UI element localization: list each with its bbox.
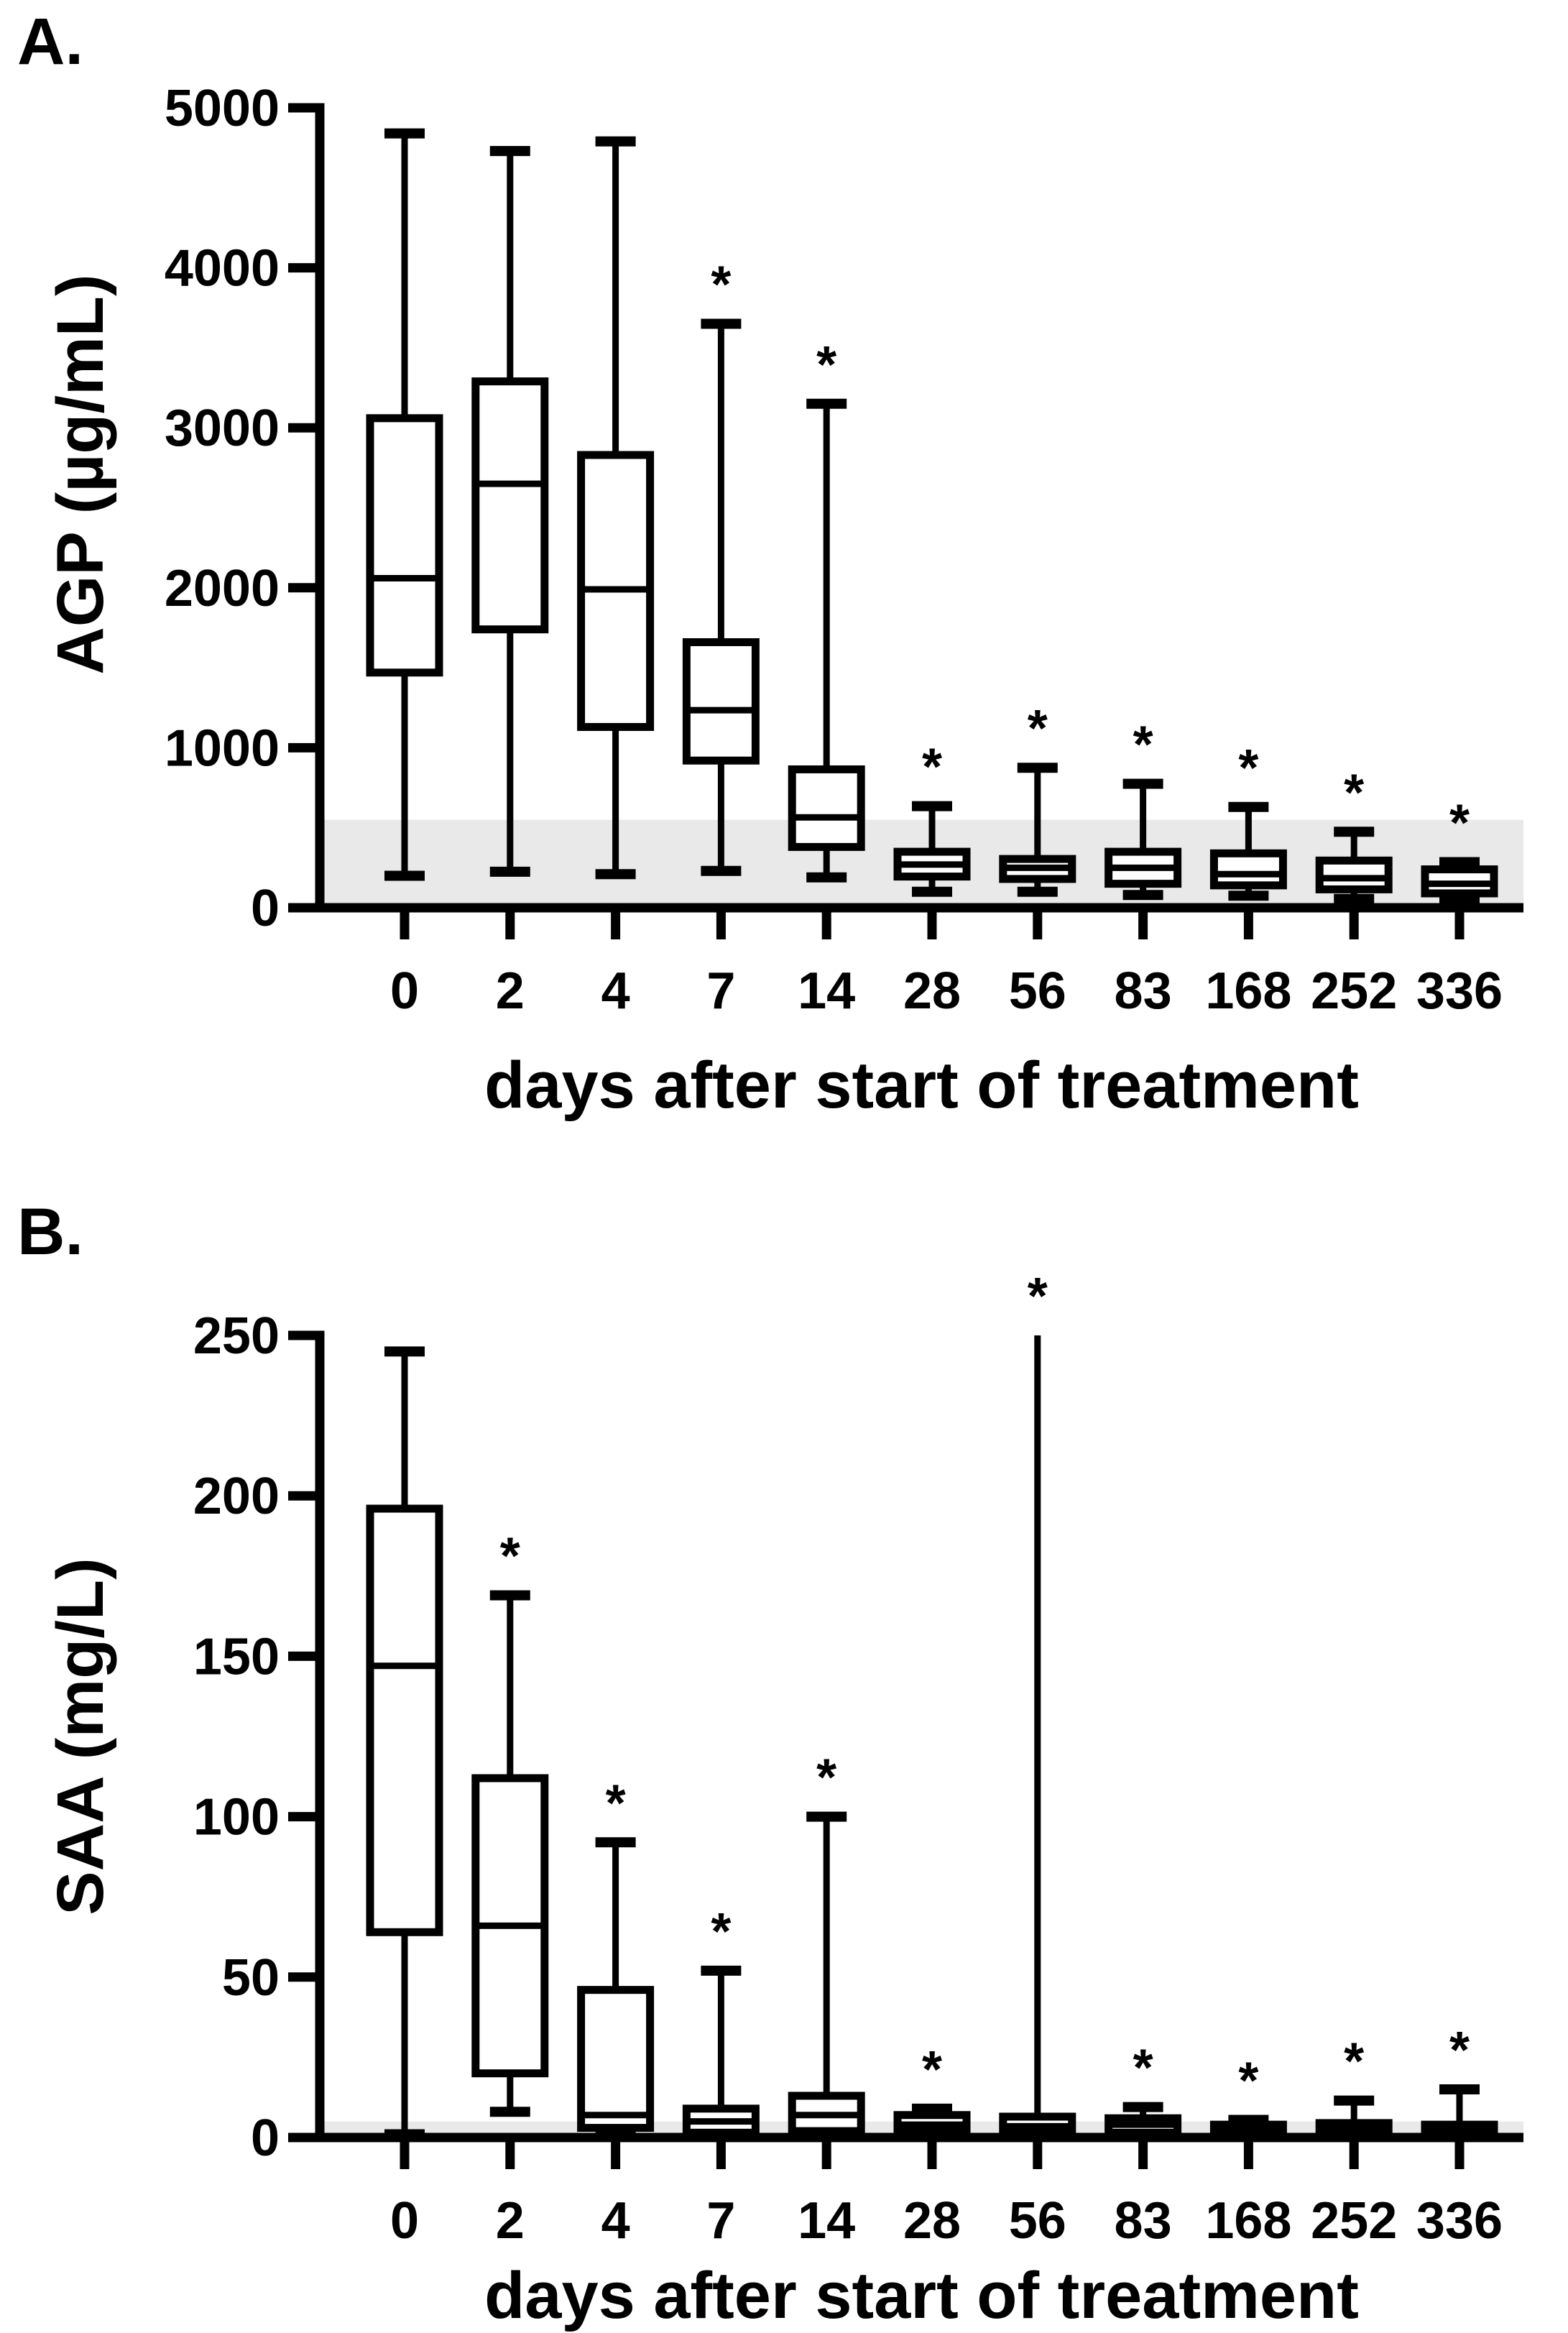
x-tick-label-A: 56: [1009, 962, 1066, 1020]
boxplot-B-day-0: [366, 1346, 443, 2140]
x-tick-label-B: 7: [706, 2192, 735, 2250]
x-tick-label-A: 83: [1115, 962, 1172, 1020]
boxplot-B-day-336: *: [1421, 2022, 1498, 2143]
panel-a-x-axis-title: days after start of treatment: [484, 1049, 1359, 1122]
x-tick-label-A: 336: [1416, 962, 1503, 1020]
panel-B-plot: 0 50 100 150 200 250 0 2 4 7 14 28 56 83 168 252 336 * * * *…: [193, 1268, 1523, 2250]
boxplot-A-day-168: *: [1209, 740, 1287, 901]
boxplot-B-day-56: *: [999, 1268, 1076, 2142]
boxplot-A-day-0: [366, 128, 443, 881]
boxplot-A-day-14: *: [788, 336, 865, 883]
iqr-box-A-7: [682, 638, 760, 765]
iqr-box-B-0: [366, 1504, 443, 1936]
boxplot-B-day-4: *: [577, 1775, 655, 2140]
boxplot-B-day-83: *: [1104, 2040, 1182, 2141]
x-tick-label-B: 14: [798, 2192, 855, 2250]
significance-asterisk-A-252: *: [1344, 764, 1364, 822]
boxplot-A-day-83: *: [1104, 716, 1182, 901]
significance-asterisk-B-252: *: [1344, 2033, 1364, 2091]
x-tick-label-A: 2: [496, 962, 525, 1020]
y-tick-label-A: 4000: [165, 240, 280, 298]
significance-asterisk-B-4: *: [606, 1775, 626, 1832]
iqr-box-A-168: [1209, 849, 1287, 890]
significance-asterisk-A-336: *: [1449, 795, 1470, 852]
x-tick-label-B: 252: [1311, 2192, 1397, 2250]
significance-asterisk-A-28: *: [922, 739, 942, 796]
y-tick-label-A: 1000: [165, 719, 280, 777]
boxplot-B-day-28: *: [893, 2041, 971, 2141]
boxplot-B-day-2: *: [471, 1528, 549, 2117]
significance-asterisk-B-168: *: [1238, 2052, 1258, 2109]
significance-asterisk-B-83: *: [1133, 2040, 1153, 2097]
significance-asterisk-A-7: *: [711, 257, 731, 314]
boxplot-A-day-2: [471, 146, 549, 877]
boxplot-A-day-28: *: [893, 739, 971, 897]
x-tick-label-B: 28: [903, 2192, 961, 2250]
x-tick-label-B: 336: [1416, 2192, 1503, 2250]
y-tick-label-B: 100: [193, 1789, 280, 1846]
x-tick-label-B: 83: [1115, 2192, 1172, 2250]
boxplot-A-day-336: *: [1421, 795, 1498, 906]
iqr-box-A-2: [471, 377, 549, 634]
significance-asterisk-A-83: *: [1133, 716, 1153, 773]
significance-asterisk-B-28: *: [922, 2041, 942, 2099]
significance-asterisk-B-56: *: [1028, 1268, 1048, 1325]
boxplot-A-day-4: [577, 136, 655, 880]
boxplot-B-day-252: *: [1315, 2033, 1393, 2143]
x-tick-label-A: 168: [1205, 962, 1291, 1020]
y-tick-label-A: 5000: [165, 80, 280, 137]
boxplot-A-day-56: *: [999, 700, 1076, 897]
x-tick-label-B: 2: [496, 2192, 525, 2250]
significance-asterisk-B-336: *: [1449, 2022, 1470, 2079]
x-tick-label-B: 0: [390, 2192, 419, 2250]
y-tick-label-B: 150: [193, 1628, 280, 1685]
y-tick-label-B: 250: [193, 1307, 280, 1365]
x-tick-label-A: 4: [601, 962, 630, 1020]
x-tick-label-B: 56: [1009, 2192, 1066, 2250]
boxplot-B-day-168: *: [1209, 2052, 1287, 2143]
panel-a-y-axis-title: AGP (µg/mL): [44, 274, 117, 675]
iqr-box-A-14: [788, 765, 865, 851]
x-tick-label-A: 14: [798, 962, 855, 1020]
significance-asterisk-B-7: *: [711, 1903, 731, 1961]
boxplot-A-day-7: *: [682, 257, 760, 876]
panel-b-y-axis-title: SAA (mg/L): [44, 1557, 117, 1915]
x-tick-label-A: 0: [390, 962, 419, 1020]
x-tick-label-B: 4: [601, 2192, 630, 2250]
iqr-box-B-4: [577, 1986, 655, 2132]
x-tick-label-B: 168: [1205, 2192, 1291, 2250]
significance-asterisk-B-2: *: [500, 1528, 520, 1586]
x-tick-label-A: 252: [1311, 962, 1397, 1020]
iqr-box-A-0: [366, 414, 443, 677]
panel-b-x-axis-title: days after start of treatment: [484, 2259, 1359, 2332]
y-tick-label-A: 2000: [165, 560, 280, 617]
significance-asterisk-A-56: *: [1028, 700, 1048, 758]
boxplot-B-day-14: *: [788, 1749, 865, 2141]
y-tick-label-B: 0: [251, 2109, 280, 2167]
y-tick-label-B: 200: [193, 1468, 280, 1525]
significance-asterisk-B-14: *: [816, 1749, 836, 1807]
panel-A-plot: 0 1000 2000 3000 4000 5000 0 2 4 7 14 28 56 83 168 252 3…: [165, 80, 1523, 1020]
x-tick-label-A: 7: [706, 962, 735, 1020]
x-tick-label-A: 28: [903, 962, 961, 1020]
significance-asterisk-A-14: *: [816, 336, 836, 394]
significance-asterisk-A-168: *: [1238, 740, 1258, 797]
y-tick-label-B: 50: [222, 1949, 280, 2007]
panel-a-label: A.: [17, 5, 83, 78]
boxplot-A-day-252: *: [1315, 764, 1393, 904]
y-tick-label-A: 3000: [165, 400, 280, 457]
panel-b-label: B.: [17, 1195, 83, 1269]
y-tick-label-A: 0: [251, 880, 280, 937]
boxplot-B-day-7: *: [682, 1903, 760, 2141]
